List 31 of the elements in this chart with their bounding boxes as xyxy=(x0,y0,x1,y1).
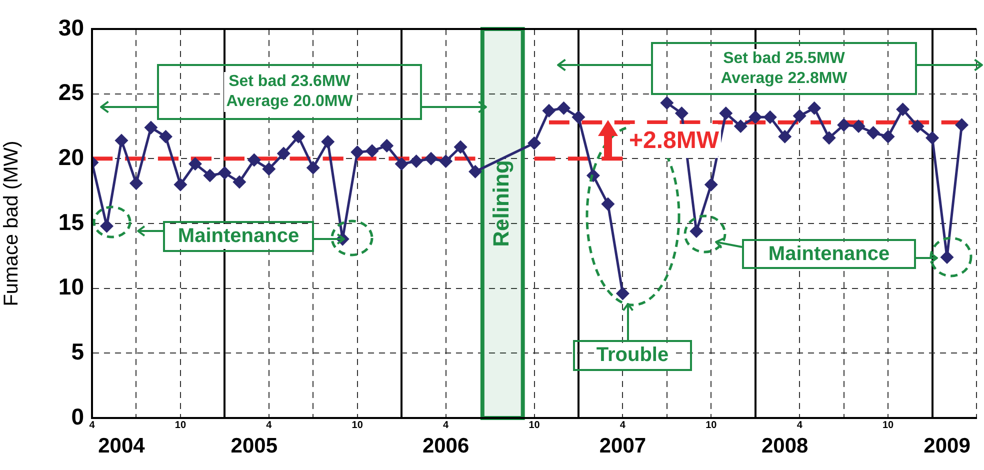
x2-tick-label: 2007 xyxy=(599,434,646,458)
x-tick-label: 4 xyxy=(89,420,96,431)
x-tick-label: 10 xyxy=(174,420,186,431)
y-tick-label: 0 xyxy=(71,403,84,430)
x-tick-label: 4 xyxy=(796,420,803,431)
annotation: Set bad 23.6MW Average 20.0MW xyxy=(224,72,355,112)
y-tick-label: 25 xyxy=(58,79,84,106)
x2-tick-label: 2009 xyxy=(924,434,970,458)
x2-tick-label: 2005 xyxy=(230,434,278,458)
y-tick-label: 30 xyxy=(58,14,84,40)
x2-tick-label: 2006 xyxy=(422,434,470,458)
x-tick-label: 10 xyxy=(352,420,364,431)
y-tick-label: 10 xyxy=(58,274,84,300)
x-tick-label: 4 xyxy=(266,420,272,431)
annotation: +2.8MW xyxy=(626,126,722,156)
x2-tick-label: 2008 xyxy=(762,434,809,458)
x-tick-label: 10 xyxy=(528,420,540,431)
y-tick-label: 5 xyxy=(71,338,84,365)
annotation: Maintenance xyxy=(176,224,302,249)
x-tick-label: 10 xyxy=(706,420,718,431)
x-tick-label: 4 xyxy=(443,420,450,431)
x2-tick-label: 2004 xyxy=(98,434,146,458)
y-tick-label: 20 xyxy=(58,144,84,170)
x-tick-label: 4 xyxy=(620,420,626,431)
y-tick-label: 15 xyxy=(58,208,84,235)
annotation: Trouble xyxy=(594,343,671,368)
band-label: Relining xyxy=(488,160,514,247)
y-axis-title: Fumace bad (MW) xyxy=(0,140,23,306)
x-tick-label: 10 xyxy=(882,420,894,431)
annotation: Maintenance xyxy=(766,242,892,266)
annotation: Set bad 25.5MW Average 22.8MW xyxy=(718,48,850,88)
